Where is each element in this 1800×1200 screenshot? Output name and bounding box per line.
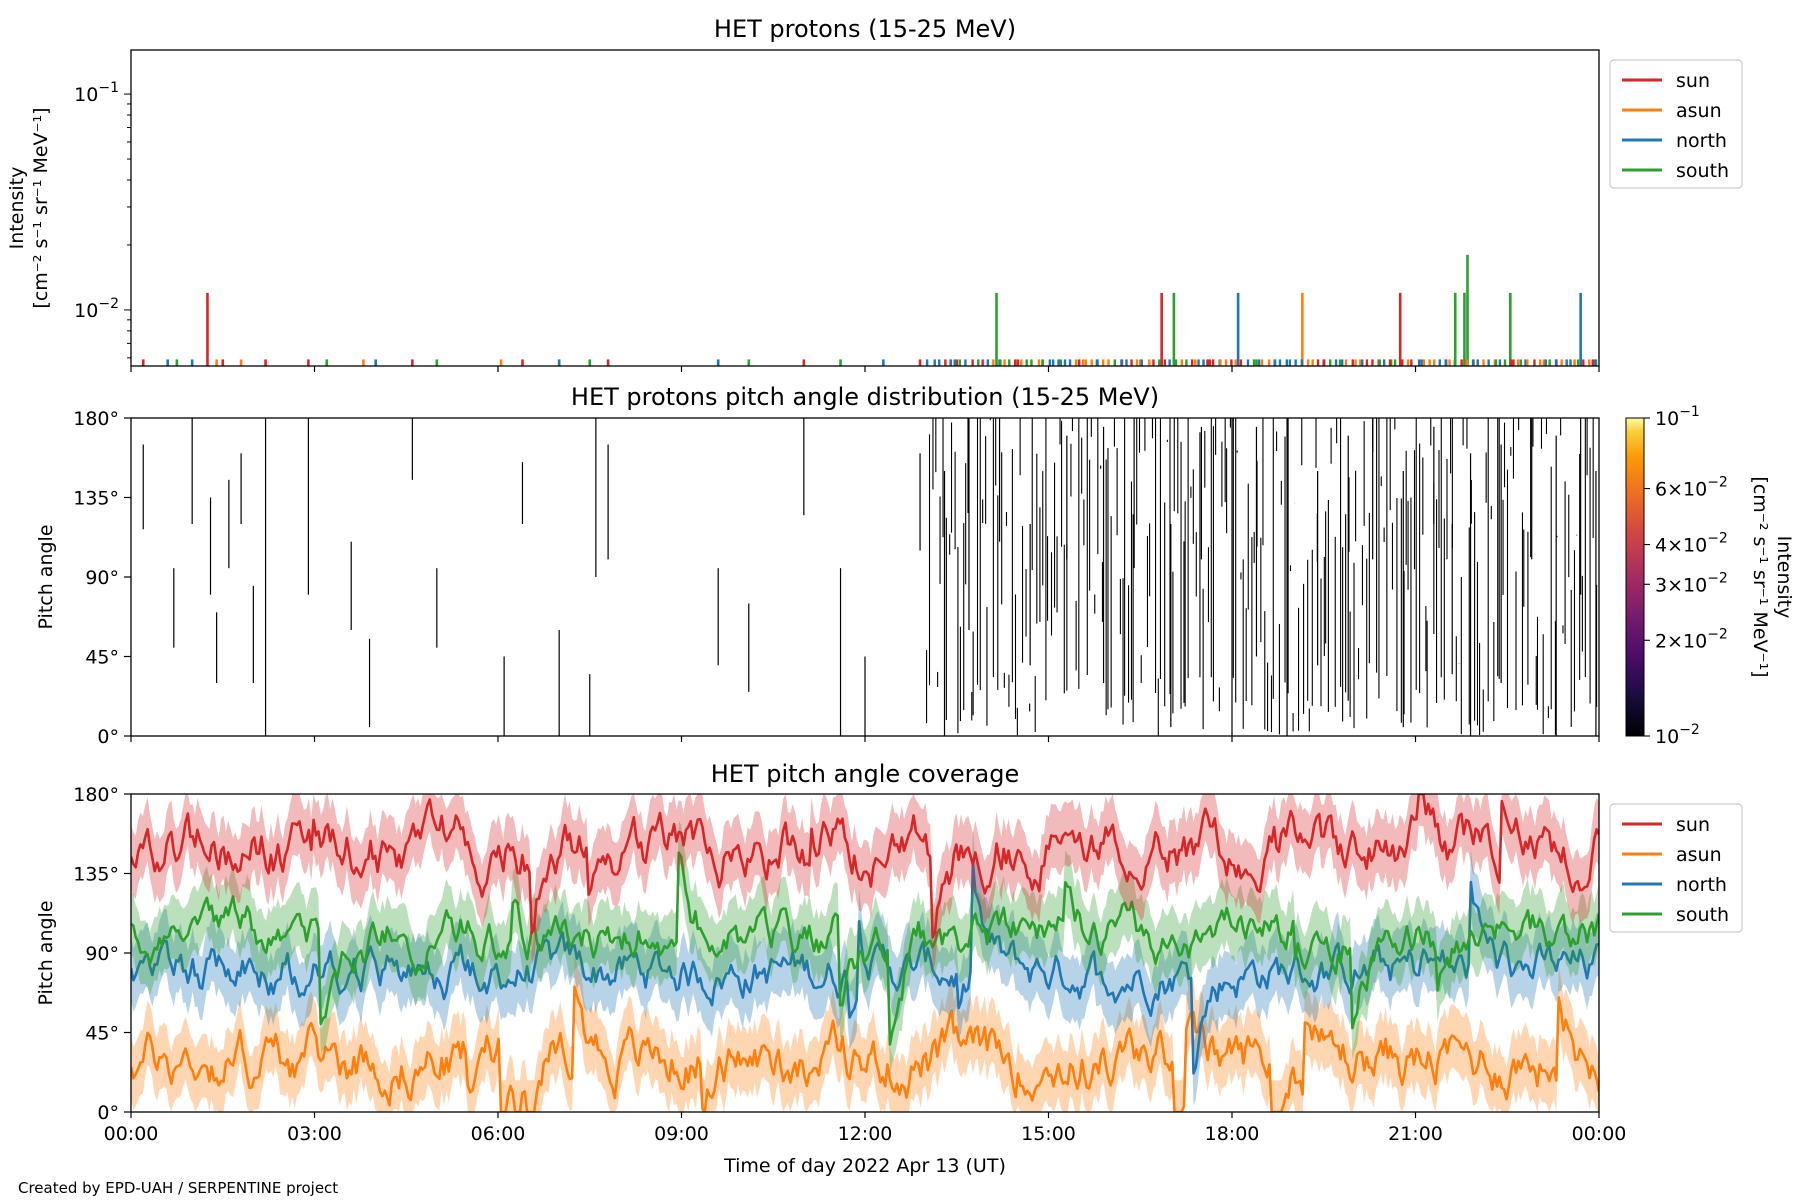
coverage-band-asun [131,954,1599,1112]
colorbar-tick-label: 2×10−2 [1655,626,1728,652]
x-tick-label: 06:00 [471,1123,526,1145]
x-tick-label: 03:00 [287,1123,342,1145]
colorbar [1625,417,1645,737]
colorbar-tick-label: 10−1 [1655,404,1700,430]
panel1-title: HET protons (15-25 MeV) [714,15,1016,43]
x-tick-label: 12:00 [838,1123,893,1145]
y-tick-label: 90° [85,567,119,589]
panel1-legend: sun asun north south [1609,59,1743,189]
y-tick-label: 0° [97,1102,119,1124]
y-tick-label: 10−1 [74,80,119,106]
panel2-xaxis [130,736,1600,742]
colorbar-label-line2: [cm⁻² s⁻¹ sr⁻¹ MeV⁻¹] [1749,476,1771,677]
footer-credit: Created by EPD-UAH / SERPENTINE project [18,1179,338,1197]
y-tick-label: 10−2 [74,296,119,322]
colorbar-label-line1: Intensity [1773,536,1795,619]
panel3-xaxis: 00:00 03:00 06:00 09:00 12:00 15:00 18:00 21:00… [104,1112,1627,1145]
panel1-ylabel-line2: [cm⁻² s⁻¹ sr⁻¹ MeV⁻¹] [30,107,52,308]
coverage-line-south [131,851,1599,1046]
panel1-yaxis: 10−1 10−2 [74,80,131,359]
panel-pitch-angle-distribution: HET protons pitch angle distribution (15… [35,383,1795,748]
colorbar-tick-label: 4×10−2 [1655,531,1728,557]
x-tick-label: 09:00 [654,1123,709,1145]
panel3-ylabel: Pitch angle [35,900,57,1005]
y-tick-label: 180° [73,784,119,806]
colorbar-tick-label: 3×10−2 [1655,570,1728,596]
panel2-plot-area [142,418,1599,736]
panel2-title: HET protons pitch angle distribution (15… [571,383,1159,411]
legend-label-sun: sun [1676,814,1710,836]
legend-label-south: south [1676,904,1729,926]
panel3-legend: sun asun north south [1609,803,1743,933]
coverage-band-south [131,820,1599,1077]
legend-box [1609,59,1743,189]
y-tick-label: 135° [73,488,119,510]
panel3-plot-area [131,794,1599,1112]
coverage-line-sun [131,794,1599,939]
colorbar-tick-label: 10−2 [1655,722,1700,748]
y-tick-label: 0° [97,726,119,748]
x-axis-label: Time of day 2022 Apr 13 (UT) [723,1155,1006,1177]
coverage-band-sun [131,794,1599,970]
panel2-yaxis: 0° 45° 90° 135° 180° [73,408,131,748]
legend-label-south: south [1676,160,1729,182]
colorbar-tick-label: 6×10−2 [1655,475,1728,501]
coverage-line-asun [131,985,1599,1112]
y-tick-label: 45° [85,647,119,669]
x-tick-label: 21:00 [1388,1123,1443,1145]
panel1-frame [130,49,1600,367]
legend-label-north: north [1676,874,1727,896]
x-tick-label: 00:00 [104,1123,159,1145]
panel-pitch-angle-coverage: HET pitch angle coverage 0° 45° 90° 135° 180… [35,760,1743,1145]
panel1-xaxis [130,366,1600,372]
y-tick-label: 180° [73,408,119,430]
legend-box [1609,803,1743,933]
y-tick-label: 45° [85,1023,119,1045]
coverage-line-north [131,860,1599,1075]
panel-intensity: HET protons (15-25 MeV) 10−1 10−2 Intensi… [6,15,1743,372]
legend-label-asun: asun [1676,100,1722,122]
colorbar-ticks: 10−1 6×10−2 4×10−2 3×10−2 2×10−2 10−2 [1644,404,1728,748]
y-tick-label: 135° [73,864,119,886]
x-tick-label: 18:00 [1205,1123,1260,1145]
panel3-yaxis: 0° 45° 90° 135° 180° [73,784,131,1124]
legend-label-sun: sun [1676,70,1710,92]
x-tick-label: 15:00 [1021,1123,1076,1145]
panel3-title: HET pitch angle coverage [711,760,1019,788]
y-tick-label: 90° [85,943,119,965]
panel1-plot-area [141,254,1598,366]
panel1-ylabel-line1: Intensity [6,167,28,250]
legend-label-north: north [1676,130,1727,152]
legend-label-asun: asun [1676,844,1722,866]
x-tick-label: 00:00 [1572,1123,1627,1145]
panel2-ylabel: Pitch angle [35,524,57,629]
